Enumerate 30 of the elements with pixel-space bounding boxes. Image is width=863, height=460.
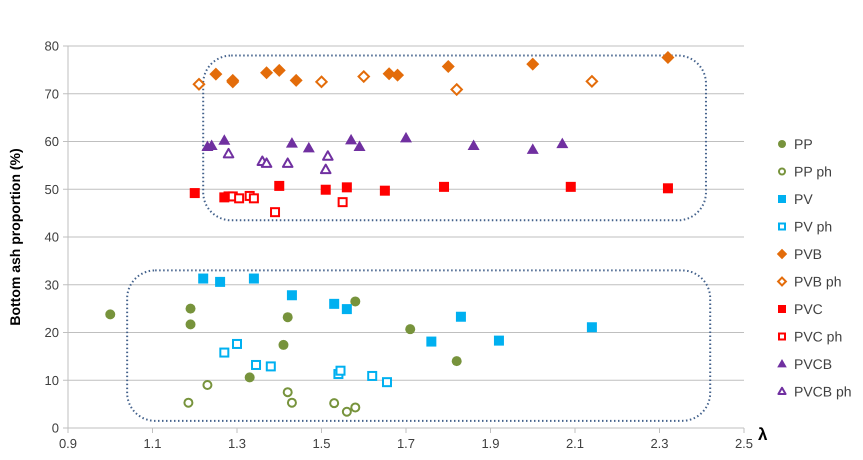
y-tick-label: 80 xyxy=(44,38,59,54)
legend-label: PVCB xyxy=(794,356,832,372)
x-tick-label: 1.9 xyxy=(481,436,500,451)
legend-label: PVC xyxy=(794,300,823,317)
legend-label: PVB xyxy=(794,246,822,262)
legend-label: PP ph xyxy=(794,163,832,180)
y-tick-label: 50 xyxy=(44,182,59,197)
x-tick-label: 1.1 xyxy=(143,436,162,451)
x-axis-title: λ xyxy=(758,425,768,444)
legend-label: PV ph xyxy=(794,218,832,234)
y-tick-label: 20 xyxy=(44,325,59,340)
y-tick-label: 30 xyxy=(44,277,59,292)
y-tick-label: 60 xyxy=(44,134,59,150)
legend-label: PP xyxy=(794,136,813,152)
y-tick-label: 70 xyxy=(44,86,59,102)
legend-label: PVC ph xyxy=(794,328,842,344)
y-tick-label: 10 xyxy=(44,372,59,388)
legend-label: PV xyxy=(794,190,814,207)
x-tick-label: 1.7 xyxy=(396,436,416,451)
x-tick-label: 2.5 xyxy=(734,436,754,451)
x-tick-label: 1.5 xyxy=(312,436,331,451)
legend-label: PVB ph xyxy=(794,273,842,290)
legend-label: PVCB ph xyxy=(794,383,852,400)
y-axis-title: Bottom ash proportion (%) xyxy=(7,148,23,326)
y-tick-label: 0 xyxy=(52,420,59,436)
x-tick-label: 2.1 xyxy=(566,436,584,451)
y-tick-label: 40 xyxy=(44,230,59,245)
x-tick-label: 2.3 xyxy=(650,436,669,451)
x-tick-label: 0.9 xyxy=(58,436,78,451)
x-tick-label: 1.3 xyxy=(228,436,246,451)
